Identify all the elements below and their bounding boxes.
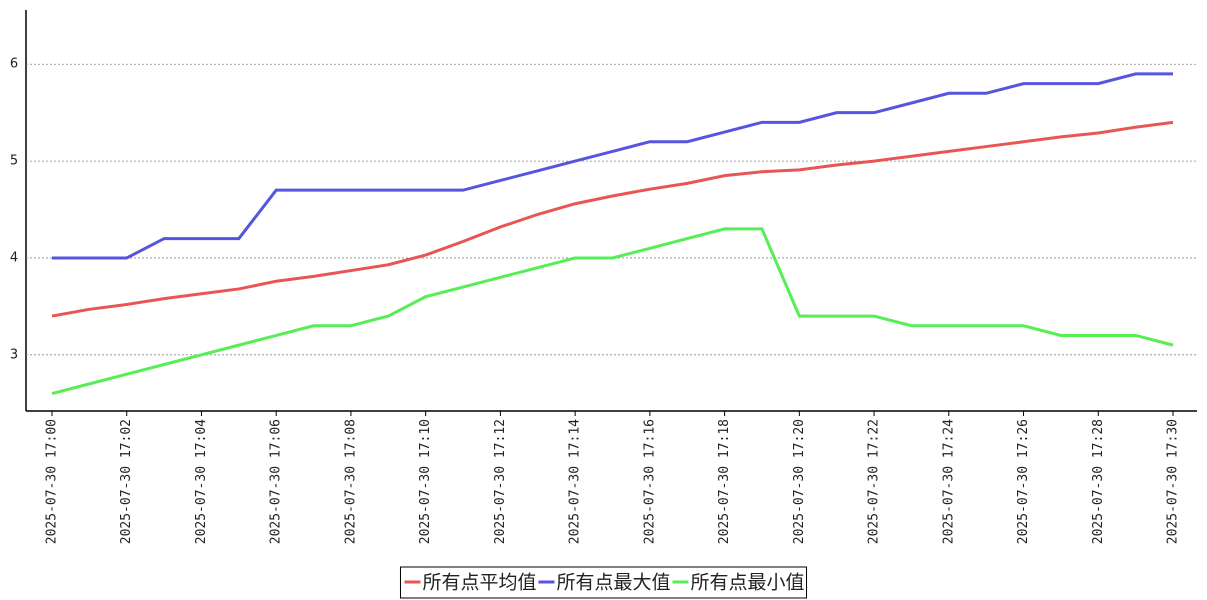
y-tick-label: 3 bbox=[10, 347, 18, 362]
legend-label: 所有点最大值 bbox=[556, 572, 670, 594]
x-tick-label: 2025-07-30 17:00 bbox=[45, 419, 60, 544]
y-tick-label: 5 bbox=[10, 154, 18, 169]
y-tick-label: 6 bbox=[10, 57, 18, 72]
legend-label: 所有点最小值 bbox=[691, 572, 805, 594]
legend-box bbox=[399, 566, 808, 599]
x-tick-label: 2025-07-30 17:12 bbox=[493, 419, 508, 544]
x-tick-label: 2025-07-30 17:26 bbox=[1016, 419, 1031, 544]
series-line bbox=[51, 120, 1174, 318]
x-tick-label: 2025-07-30 17:30 bbox=[1166, 419, 1181, 544]
x-tick-label: 2025-07-30 17:22 bbox=[867, 419, 882, 544]
x-tick-label: 2025-07-30 17:06 bbox=[269, 419, 284, 544]
x-tick-label: 2025-07-30 17:14 bbox=[568, 419, 583, 544]
x-tick-label: 2025-07-30 17:18 bbox=[717, 419, 732, 544]
x-tick-label: 2025-07-30 17:20 bbox=[792, 419, 807, 544]
x-tick-label: 2025-07-30 17:10 bbox=[418, 419, 433, 544]
x-tick-label: 2025-07-30 17:02 bbox=[119, 419, 134, 544]
x-tick-label: 2025-07-30 17:04 bbox=[194, 419, 209, 544]
x-tick-label: 2025-07-30 17:24 bbox=[941, 419, 956, 544]
x-tick-label: 2025-07-30 17:28 bbox=[1091, 419, 1106, 544]
x-tick-label: 2025-07-30 17:08 bbox=[343, 419, 358, 544]
legend-label: 所有点平均值 bbox=[422, 572, 536, 594]
y-tick-label: 4 bbox=[10, 250, 18, 265]
series-line bbox=[52, 72, 1173, 260]
series-line bbox=[51, 227, 1174, 396]
x-tick-label: 2025-07-30 17:16 bbox=[642, 419, 657, 544]
